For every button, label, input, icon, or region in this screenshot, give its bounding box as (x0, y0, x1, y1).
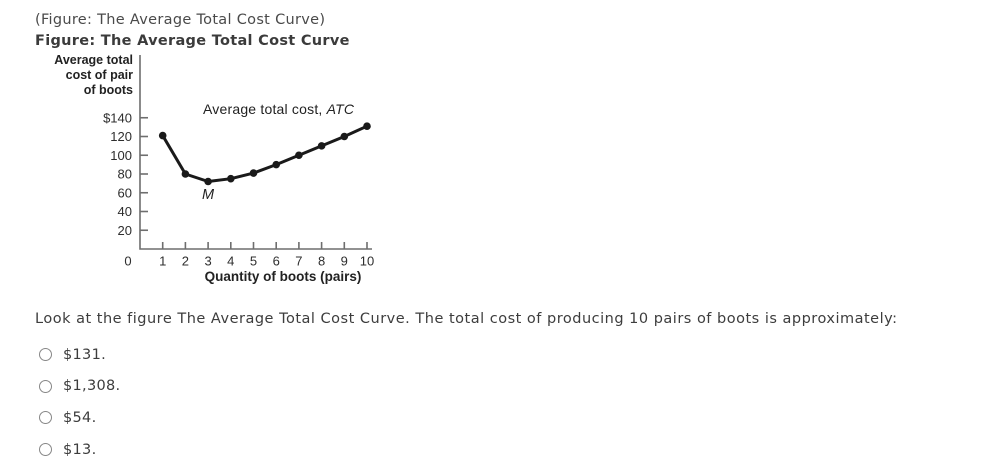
data-point (181, 170, 190, 178)
data-point (158, 131, 167, 140)
y-tick-label: 40 (118, 204, 132, 219)
radio-button[interactable] (39, 348, 52, 362)
x-tick-label: 3 (204, 254, 211, 269)
y-axis-title: Average total cost of pair of boots (30, 53, 133, 98)
radio-button[interactable] (39, 443, 52, 457)
data-point (272, 160, 280, 169)
answer-option[interactable]: $131. (39, 339, 120, 371)
x-tick-label: 5 (250, 254, 257, 269)
y-tick-label: 120 (110, 129, 132, 144)
x-tick-label: 6 (273, 254, 280, 269)
y-axis-title-line: cost of pair (65, 68, 133, 82)
answer-option[interactable]: $13. (39, 434, 120, 466)
curve-label-text: Average total cost, (203, 101, 327, 117)
data-point (227, 174, 235, 183)
atc-curve (161, 124, 369, 183)
radio-button[interactable] (39, 411, 52, 425)
y-tick-label: 20 (118, 223, 132, 238)
origin-label: 0 (124, 254, 131, 269)
option-label[interactable]: $1,308. (63, 378, 121, 395)
x-tick-label: 10 (360, 254, 374, 269)
y-tick-label: 100 (110, 148, 132, 163)
data-point (340, 132, 349, 141)
axes (139, 55, 372, 250)
data-point (204, 177, 212, 186)
x-axis-title: Quantity of boots (pairs) (204, 269, 362, 284)
x-tick-label: 7 (295, 254, 302, 269)
data-point (363, 122, 371, 130)
x-tick-label: 9 (341, 254, 348, 269)
figure-reference-text: (Figure: The Average Total Cost Curve) (35, 12, 326, 28)
x-tick-label: 4 (227, 254, 234, 269)
x-tick-label: 1 (159, 254, 166, 269)
option-label[interactable]: $131. (63, 346, 107, 363)
radio-button[interactable] (39, 379, 52, 393)
option-label[interactable]: $13. (63, 441, 97, 458)
x-tick-label: 8 (318, 254, 325, 269)
y-tick-label: $140 (103, 110, 132, 125)
minimum-point-label: M (201, 187, 215, 203)
option-label[interactable]: $54. (63, 409, 97, 426)
question-text: Look at the figure The Average Total Cos… (35, 311, 898, 327)
figure-title: Figure: The Average Total Cost Curve (35, 33, 350, 49)
data-point (249, 169, 258, 177)
answer-option[interactable]: $54. (39, 402, 120, 434)
curve-label: Average total cost, ATC (203, 101, 354, 117)
curve-label-atc: ATC (326, 101, 355, 117)
y-axis-title-line: Average total (54, 53, 133, 67)
x-tick-label: 2 (182, 254, 189, 269)
y-axis-title-line: of boots (83, 83, 133, 97)
data-point (295, 151, 303, 160)
y-tick-label: 80 (118, 167, 132, 182)
answer-option[interactable]: $1,308. (39, 371, 120, 403)
answer-options: $131. $1,308. $54. $13. (39, 339, 120, 465)
data-point (317, 142, 326, 150)
y-tick-label: 60 (118, 185, 132, 200)
